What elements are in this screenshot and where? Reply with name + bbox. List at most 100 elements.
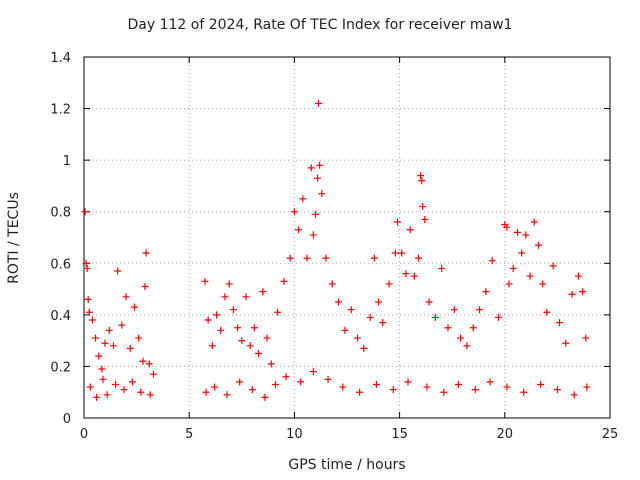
data-point [238, 337, 246, 345]
data-point [286, 254, 294, 262]
data-point [463, 342, 471, 350]
data-point [421, 215, 429, 223]
data-point [142, 249, 150, 257]
data-point [568, 290, 576, 298]
data-point [406, 226, 414, 234]
data-point [438, 264, 446, 272]
data-point [417, 172, 425, 180]
data-point [375, 298, 383, 306]
data-point [261, 393, 269, 401]
data-point [570, 391, 578, 399]
data-point [201, 277, 209, 285]
data-point [98, 365, 106, 373]
data-point [556, 319, 564, 327]
y-tick-label: 1.2 [50, 103, 71, 118]
data-point [372, 380, 380, 388]
data-point [303, 254, 311, 262]
data-point [210, 383, 218, 391]
data-point [213, 311, 221, 319]
data-point [549, 262, 557, 270]
data-point [221, 293, 229, 301]
data-point [95, 352, 103, 360]
data-point [149, 370, 157, 378]
data-point [316, 161, 324, 169]
data-point [280, 277, 288, 285]
data-point [259, 288, 267, 296]
x-tick-label: 0 [80, 427, 88, 442]
data-point [419, 203, 427, 211]
data-point [393, 218, 401, 226]
data-point [539, 280, 547, 288]
data-point [503, 383, 511, 391]
data-point [267, 360, 275, 368]
grid-lines [84, 57, 610, 418]
data-point [295, 226, 303, 234]
data-point [494, 313, 502, 321]
data-point [579, 288, 587, 296]
data-point [225, 280, 233, 288]
data-point [282, 373, 290, 381]
data-point [290, 208, 298, 216]
data-point [370, 254, 378, 262]
data-point [520, 388, 528, 396]
data-point [135, 334, 143, 342]
data-point [202, 388, 210, 396]
data-point [248, 386, 256, 394]
data-point [356, 388, 364, 396]
data-point [471, 386, 479, 394]
data-point [543, 308, 551, 316]
data-point [583, 383, 591, 391]
data-point [391, 249, 399, 257]
data-point [486, 378, 494, 386]
data-point [271, 380, 279, 388]
data-point [402, 270, 410, 278]
data-point [423, 383, 431, 391]
data-point [455, 380, 463, 388]
data-point [83, 264, 91, 272]
data-point [404, 378, 412, 386]
data-point [534, 241, 542, 249]
data-point [130, 303, 138, 311]
data-point [229, 306, 237, 314]
data-point [274, 308, 282, 316]
data-point [389, 386, 397, 394]
data-point [457, 334, 465, 342]
data-point [204, 316, 212, 324]
data-point [335, 298, 343, 306]
data-point [318, 190, 326, 198]
data-point [81, 208, 89, 216]
data-point [522, 231, 530, 239]
data-point [146, 391, 154, 399]
data-point [553, 386, 561, 394]
data-point [250, 324, 258, 332]
y-tick-label: 0.6 [50, 257, 71, 272]
data-point [126, 344, 134, 352]
data-point [223, 391, 231, 399]
y-tick-label: 1.4 [50, 51, 71, 66]
data-point [84, 295, 92, 303]
data-point [398, 249, 406, 257]
data-point [217, 326, 225, 334]
data-point [450, 306, 458, 314]
data-point [141, 282, 149, 290]
data-point [236, 378, 244, 386]
data-point [379, 319, 387, 327]
chart-title: Day 112 of 2024, Rate Of TEC Index for r… [127, 17, 513, 33]
data-point [92, 334, 100, 342]
data-point [440, 388, 448, 396]
data-point [324, 375, 332, 383]
x-tick-label: 20 [497, 427, 514, 442]
data-point [385, 280, 393, 288]
data-point [103, 391, 111, 399]
data-point [526, 272, 534, 280]
y-tick-label: 0.4 [50, 309, 71, 324]
data-point [246, 342, 254, 350]
data-point [410, 272, 418, 280]
data-point [366, 313, 374, 321]
data-point [137, 388, 145, 396]
data-point [82, 259, 90, 267]
data-point [315, 99, 323, 107]
data-point [476, 306, 484, 314]
data-point [347, 306, 355, 314]
